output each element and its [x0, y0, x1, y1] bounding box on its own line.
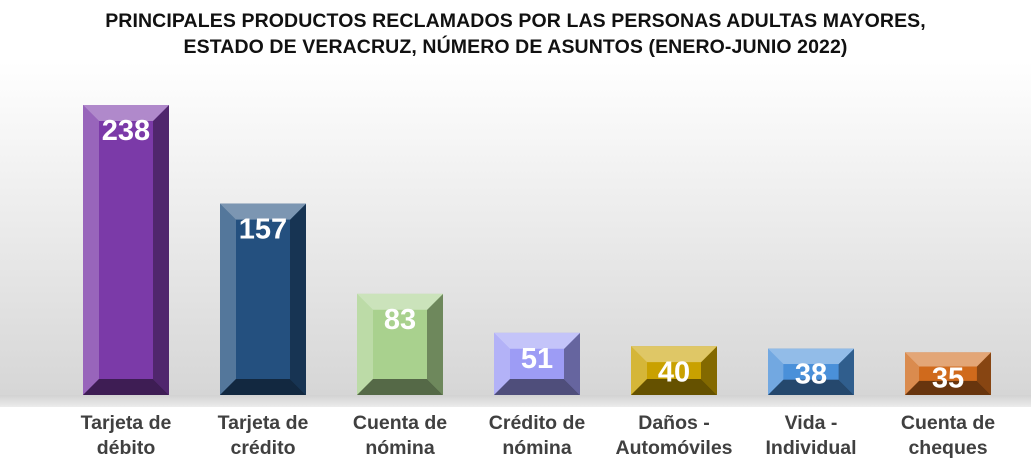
category-label-line: Crédito de [489, 412, 586, 434]
bar-3 [357, 293, 443, 395]
category-label-6: Vida - Individual [765, 412, 856, 459]
bar-7 [905, 352, 991, 395]
bar-bevel-right [153, 105, 169, 395]
bar-bevel-right [564, 332, 580, 395]
bar-bevel-top [631, 346, 717, 363]
category-label-line: Cuenta de [901, 412, 995, 434]
category-label-line: cheques [908, 437, 987, 459]
bar-bevel-left [357, 293, 373, 395]
chart-title: PRINCIPALES PRODUCTOS RECLAMADOS POR LAS… [0, 8, 1031, 60]
bar-inner [99, 121, 153, 379]
category-label-line: Daños - [638, 412, 710, 434]
bar-bevel-bottom [220, 379, 306, 395]
bar-bevel-right [701, 346, 717, 395]
bar-5 [631, 346, 717, 395]
bar-bevel-left [905, 352, 920, 395]
chart-title-line-2: ESTADO DE VERACRUZ, NÚMERO DE ASUNTOS (E… [183, 36, 848, 58]
bar-bevel-left [220, 203, 236, 395]
plot-floor [0, 395, 1031, 407]
bar-bevel-left [631, 346, 647, 395]
bar-inner [783, 364, 839, 380]
category-label-5: Daños - Automóviles [615, 412, 732, 459]
bar-bevel-left [494, 332, 510, 395]
data-label-1: 238 [102, 115, 150, 147]
bar-1 [83, 105, 169, 395]
bar-bevel-right [290, 203, 306, 395]
bar-bevel-bottom [357, 379, 443, 395]
bar-2 [220, 203, 306, 395]
chart-title-line-1: PRINCIPALES PRODUCTOS RECLAMADOS POR LAS… [105, 10, 926, 32]
bar-bevel-bottom [768, 379, 854, 395]
data-label-5: 40 [658, 356, 690, 388]
bar-inner [236, 219, 290, 379]
data-label-6: 38 [795, 359, 827, 391]
category-label-2: Tarjeta de crédito [218, 412, 309, 459]
category-label-line: débito [97, 437, 156, 459]
category-label-line: Individual [765, 437, 856, 459]
category-label-7: Cuenta de cheques [901, 412, 995, 459]
category-label-line: nómina [502, 437, 571, 459]
bar-4 [494, 332, 580, 395]
bar-bevel-right [838, 348, 854, 395]
bar-bevel-bottom [631, 379, 717, 395]
category-label-line: Tarjeta de [218, 412, 309, 434]
bar-bevel-top [220, 203, 306, 220]
bar-bevel-top [768, 348, 854, 365]
category-label-line: Cuenta de [353, 412, 447, 434]
category-label-line: Vida - [785, 412, 838, 434]
category-label-line: nómina [365, 437, 434, 459]
bar-bevel-left [768, 348, 784, 395]
bar-bevel-top [83, 105, 169, 121]
bar-inner [647, 362, 701, 379]
data-label-2: 157 [239, 214, 287, 246]
bar-bevel-right [427, 293, 443, 395]
data-label-4: 51 [521, 343, 553, 375]
bar-bevel-right [976, 352, 991, 395]
data-label-3: 83 [384, 304, 416, 336]
category-label-3: Cuenta de nómina [353, 412, 447, 459]
bar-inner [919, 366, 977, 381]
bar-inner [373, 309, 427, 379]
bar-bevel-bottom [83, 379, 169, 395]
category-label-line: Tarjeta de [81, 412, 172, 434]
bar-bevel-bottom [905, 380, 991, 395]
data-label-7: 35 [932, 362, 964, 394]
bar-bevel-top [494, 332, 580, 349]
bar-6 [768, 348, 854, 395]
bar-inner [510, 348, 564, 379]
category-label-1: Tarjeta de débito [81, 412, 172, 459]
category-label-line: Automóviles [615, 437, 732, 459]
bar-bevel-left [83, 105, 99, 395]
category-label-line: crédito [230, 437, 295, 459]
bar-bevel-top [905, 352, 991, 367]
category-label-4: Crédito de nómina [489, 412, 586, 459]
bar-bevel-top [357, 293, 443, 310]
bar-bevel-bottom [494, 379, 580, 395]
